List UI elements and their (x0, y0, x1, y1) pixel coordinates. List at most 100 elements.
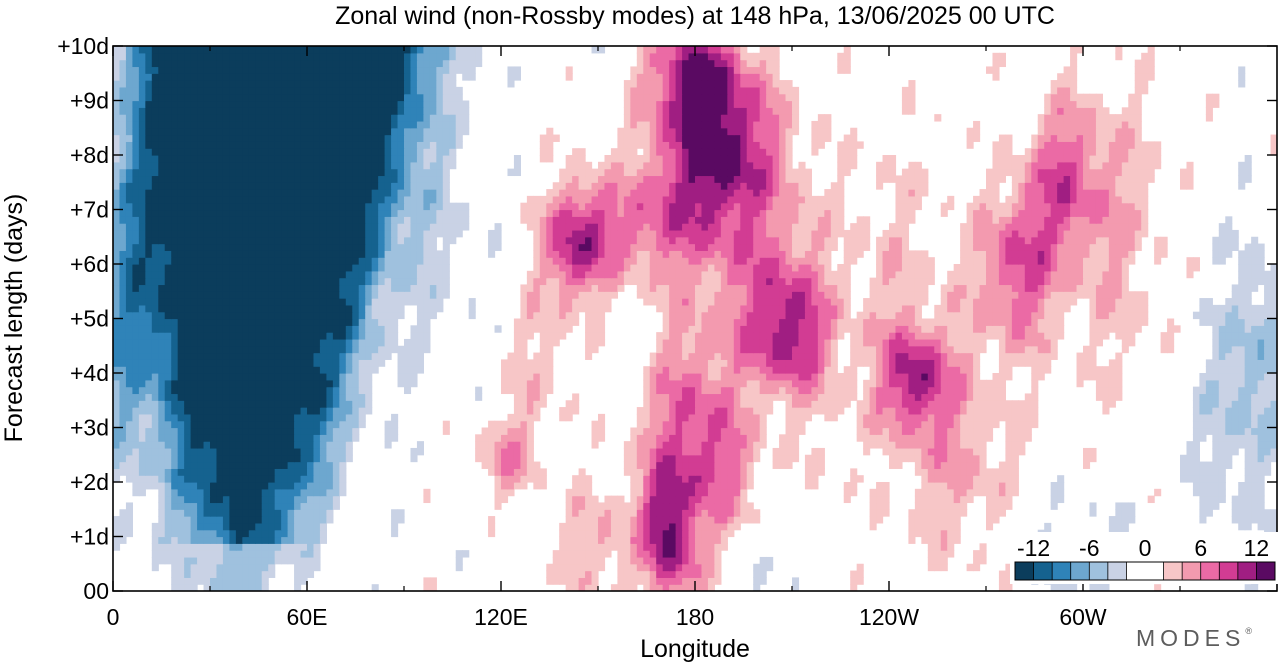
field-cell (669, 277, 677, 286)
field-cell (856, 407, 864, 415)
field-cell (1238, 325, 1246, 333)
field-cell (727, 400, 735, 408)
field-cell (216, 563, 224, 572)
field-cell (294, 291, 302, 299)
field-cell (901, 427, 909, 435)
field-cell (378, 352, 386, 360)
field-cell (940, 536, 948, 544)
field-cell (397, 345, 405, 354)
field-cell (1218, 393, 1226, 401)
field-cell (1270, 352, 1277, 360)
field-cell (876, 359, 884, 367)
field-cell (378, 311, 386, 320)
field-cell (1199, 298, 1207, 306)
field-cell (281, 407, 289, 415)
field-cell (714, 359, 722, 367)
field-cell (565, 529, 573, 538)
field-cell (1218, 325, 1226, 333)
field-cell (520, 298, 528, 306)
field-cell (203, 400, 211, 408)
field-cell (190, 461, 198, 469)
field-cell (513, 332, 521, 340)
field-cell (662, 536, 670, 544)
field-cell (966, 298, 974, 306)
field-cell (391, 420, 399, 429)
field-cell (1257, 400, 1265, 408)
field-cell (701, 454, 709, 463)
field-cell (1141, 298, 1149, 306)
field-cell (714, 550, 722, 558)
field-cell (1270, 400, 1277, 408)
field-cell (384, 441, 392, 449)
field-cell (222, 461, 230, 469)
field-cell (300, 550, 308, 558)
field-cell (669, 379, 677, 388)
field-cell (934, 522, 942, 531)
field-cell (934, 516, 942, 524)
field-cell (158, 522, 166, 531)
field-cell (1257, 311, 1265, 320)
field-cell (268, 461, 276, 469)
field-cell (481, 447, 489, 456)
field-cell (229, 482, 237, 490)
field-cell (649, 543, 657, 551)
field-cell (649, 577, 657, 585)
field-cell (953, 475, 961, 483)
field-cell (1044, 359, 1052, 367)
field-cell (746, 345, 754, 354)
field-cell (520, 420, 528, 429)
field-cell (817, 332, 825, 340)
field-cell (623, 516, 631, 524)
field-cell (248, 393, 256, 401)
field-cell (604, 277, 612, 286)
field-cell (578, 291, 586, 299)
field-cell (216, 447, 224, 456)
field-cell (669, 475, 677, 483)
field-cell (539, 475, 547, 483)
field-cell (268, 400, 276, 408)
field-cell (720, 468, 728, 476)
field-cell (940, 407, 948, 415)
field-cell (1076, 291, 1084, 299)
field-cell (216, 556, 224, 565)
field-cell (863, 311, 871, 320)
field-cell (973, 475, 981, 483)
field-cell (255, 298, 263, 306)
field-cell (1244, 522, 1252, 531)
field-cell (966, 413, 974, 422)
field-cell (319, 311, 327, 320)
field-cell (843, 393, 851, 401)
field-cell (746, 475, 754, 483)
field-cell (720, 447, 728, 456)
field-cell (863, 352, 871, 360)
field-cell (585, 570, 593, 578)
field-cell (378, 332, 386, 340)
field-cell (507, 373, 515, 381)
field-cell (171, 373, 179, 381)
field-cell (798, 407, 806, 415)
field-cell (119, 393, 127, 401)
field-cell (235, 447, 243, 456)
field-cell (210, 536, 218, 544)
field-cell (727, 447, 735, 456)
field-cell (1238, 379, 1246, 388)
field-cell (132, 461, 140, 469)
field-cell (843, 277, 851, 286)
field-cell (889, 345, 897, 354)
field-cell (753, 386, 761, 395)
field-cell (669, 291, 677, 299)
field-cell (895, 441, 903, 449)
field-cell (669, 359, 677, 367)
field-cell (1199, 420, 1207, 429)
field-cell (565, 509, 573, 517)
field-cell (998, 277, 1006, 286)
field-cell (1018, 359, 1026, 367)
field-cell (901, 366, 909, 374)
field-cell (539, 338, 547, 347)
field-cell (572, 550, 580, 558)
field-cell (384, 298, 392, 306)
field-cell (707, 373, 715, 381)
field-cell (869, 441, 877, 449)
field-cell (436, 298, 444, 306)
field-cell (979, 291, 987, 299)
